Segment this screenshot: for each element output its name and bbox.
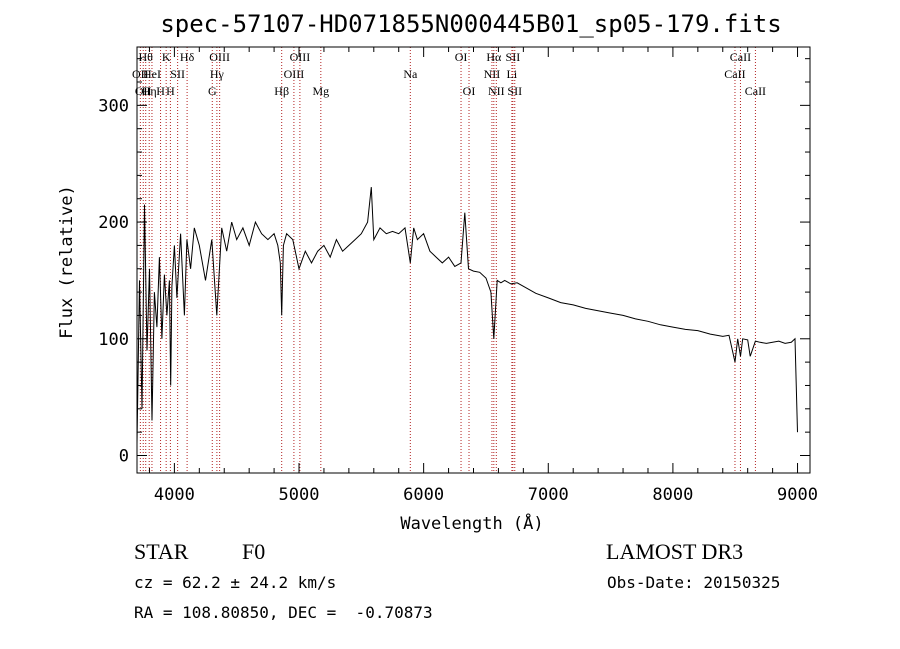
- velocity-readout: cz = 62.2 ± 24.2 km/s: [134, 573, 337, 592]
- line-label-14: OIII: [284, 67, 305, 81]
- line-label-23: Li: [507, 67, 518, 81]
- line-label-3: Hη: [142, 84, 157, 98]
- x-tick-label-5: 9000: [777, 485, 818, 505]
- line-label-10: G: [208, 84, 217, 98]
- line-label-12: OIII: [209, 50, 230, 64]
- line-label-24: SII: [506, 50, 521, 64]
- y-tick-label-0: 0: [119, 446, 129, 466]
- line-label-1: OII: [135, 84, 152, 98]
- line-label-25: SII: [507, 84, 522, 98]
- x-tick-label-1: 5000: [279, 485, 320, 505]
- survey-label: LAMOST DR3: [606, 539, 744, 564]
- line-label-7: H: [166, 84, 175, 98]
- spectral-subclass: F0: [242, 539, 266, 564]
- y-axis-ticks: 0 100 200 300: [98, 58, 810, 466]
- line-label-4: HeI: [143, 67, 161, 81]
- line-label-27: CaII: [730, 50, 751, 64]
- spectral-line-markers: [139, 47, 756, 473]
- obs-date: Obs-Date: 20150325: [607, 573, 781, 592]
- line-label-17: Na: [403, 67, 418, 81]
- line-label-15: OIII: [290, 50, 311, 64]
- line-label-13: Hβ: [274, 84, 289, 98]
- plot-frame: [136, 46, 811, 474]
- line-label-16: Mg: [312, 84, 329, 98]
- x-tick-label-4: 8000: [652, 485, 693, 505]
- spectral-line-labels: OII OII Hθ Hη HeI H K H SII Hδ G Hγ OIII Hβ OIII OIII Mg…: [132, 50, 766, 98]
- chart-title: spec-57107-HD071855N000445B01_sp05-179.f…: [160, 10, 781, 38]
- spectrum-series-line: [136, 187, 798, 444]
- line-label-8: SII: [170, 67, 185, 81]
- line-label-9: Hδ: [180, 50, 195, 64]
- line-label-26: CaII: [724, 67, 745, 81]
- line-label-20: NII: [484, 67, 501, 81]
- x-axis-label: Wavelength (Å): [400, 512, 543, 534]
- coordinates-readout: RA = 108.80850, DEC = -0.70873: [134, 603, 433, 622]
- line-label-11: Hγ: [210, 67, 225, 81]
- line-label-22: NII: [488, 84, 505, 98]
- x-axis-ticks: 4000 5000 6000 7000 8000 9000: [148, 47, 818, 505]
- line-label-2: Hθ: [139, 50, 154, 64]
- y-tick-label-3: 300: [98, 96, 129, 116]
- line-label-0: OII: [132, 67, 149, 81]
- x-tick-label-2: 6000: [403, 485, 444, 505]
- line-label-19: OI: [463, 84, 476, 98]
- y-tick-label-2: 200: [98, 213, 129, 233]
- x-tick-label-0: 4000: [154, 485, 195, 505]
- y-tick-label-1: 100: [98, 330, 129, 350]
- line-label-6: K: [162, 50, 171, 64]
- line-label-21: Hα: [486, 50, 502, 64]
- x-tick-label-3: 7000: [528, 485, 569, 505]
- y-axis-label: Flux (relative): [57, 185, 77, 339]
- line-label-28: CaII: [745, 84, 766, 98]
- line-label-18: OI: [455, 50, 468, 64]
- line-label-5: H: [156, 84, 165, 98]
- object-class: STAR: [134, 539, 189, 564]
